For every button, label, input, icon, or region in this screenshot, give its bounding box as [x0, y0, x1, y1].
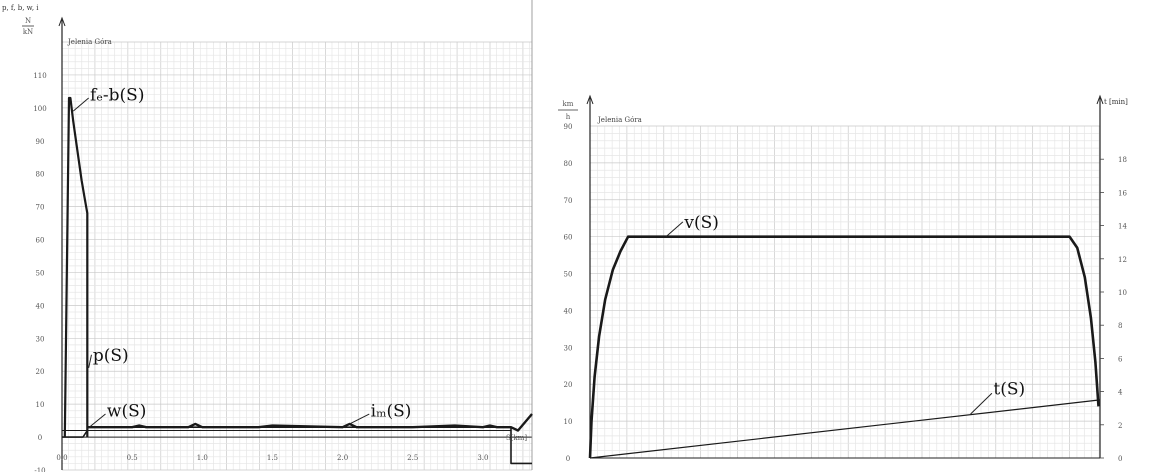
- left-chart-series: fₑ-b(S) p(S) w(S) iₘ(S): [62, 86, 533, 465]
- left-chart-axes: -10 0 10 20 30 40 50 60 70 80 90 100 110 0.0 0.5 1.0 1.5…: [33, 0, 533, 472]
- left-series-label-1: fₑ-b(S): [90, 86, 144, 106]
- left-x-tick-label: 2.0: [337, 454, 348, 462]
- left-series-line-4: [87, 413, 533, 432]
- right-series-label-2: t(S): [993, 379, 1025, 399]
- left-y-tick-label: 0: [38, 434, 42, 442]
- left-x-tick-label: 1.0: [197, 454, 208, 462]
- right-unit-top: km: [563, 100, 574, 108]
- left-x-label: S[km]: [506, 434, 527, 442]
- right-y2-tick-label: 0: [1118, 455, 1122, 463]
- right-leader-t: [970, 392, 993, 415]
- left-unit-top: N: [25, 17, 31, 25]
- left-series-label-4: iₘ(S): [371, 402, 412, 422]
- right-y-tick-label: 20: [564, 381, 573, 389]
- right-series-label-1: v(S): [683, 213, 719, 233]
- right-chart-series: v(S) t(S): [588, 213, 1101, 459]
- right-y2-tick-label: 2: [1118, 422, 1122, 430]
- right-y-tick-label: 40: [564, 307, 573, 315]
- left-leader-w: [86, 413, 106, 430]
- right-y2-tick-label: 18: [1118, 156, 1127, 164]
- left-leader-fb: [72, 97, 89, 112]
- left-y-tick-label: 100: [33, 105, 46, 113]
- left-unit-bottom: kN: [23, 28, 33, 36]
- right-y2-tick-label: 14: [1118, 223, 1127, 231]
- right-leader-v: [665, 221, 684, 238]
- left-series-label-3: w(S): [107, 402, 146, 422]
- left-leader-im: [349, 413, 370, 425]
- left-leader-p: [88, 354, 92, 369]
- left-series-line-2: [62, 426, 532, 465]
- right-unit-bottom: h: [566, 113, 571, 121]
- left-station-name: Jelenia Góra: [67, 38, 112, 46]
- right-y-tick-label: 60: [564, 234, 573, 242]
- left-y-tick-label: 60: [36, 237, 45, 245]
- left-y-tick-label: 110: [33, 72, 46, 80]
- left-y-header: p, f, b, w, i: [2, 4, 39, 12]
- right-y-tick-label: 0: [566, 455, 570, 463]
- left-series-label-2: p(S): [93, 346, 129, 366]
- left-y-tick-label: 70: [36, 204, 45, 212]
- right-y2-tick-label: 12: [1118, 256, 1127, 264]
- left-series-line-1: [63, 96, 89, 438]
- right-y-tick-label: 70: [564, 197, 573, 205]
- left-y-tick-label: 40: [36, 302, 45, 310]
- left-x-tick-label: 1.5: [267, 454, 278, 462]
- right-y-tick-label: 30: [564, 344, 573, 352]
- left-y-axis-arrow: [58, 16, 66, 27]
- right-y-axis-arrow: [586, 94, 594, 105]
- left-y-tick-label: 80: [36, 171, 45, 179]
- left-y-tick-label: -10: [34, 467, 45, 472]
- right-chart-grid: [589, 125, 1100, 459]
- left-chart-grid: [61, 41, 532, 471]
- right-y2-tick-label: 8: [1118, 322, 1122, 330]
- right-y2-axis-arrow: [1096, 94, 1104, 105]
- right-station-name: Jelenia Góra: [597, 116, 642, 124]
- left-x-tick-label: 0.5: [127, 454, 138, 462]
- right-y2-label: t [min]: [1104, 98, 1128, 106]
- right-y-tick-label: 90: [564, 123, 573, 131]
- left-x-tick-label: 0.0: [56, 454, 67, 462]
- left-y-tick-label: 10: [36, 401, 45, 409]
- left-y-tick-label: 50: [36, 269, 45, 277]
- right-y2-tick-label: 4: [1118, 389, 1123, 397]
- right-series-line-1: [588, 235, 1100, 459]
- right-y-tick-label: 10: [564, 418, 573, 426]
- left-y-tick-label: 30: [36, 335, 45, 343]
- right-y-tick-label: 50: [564, 271, 573, 279]
- left-y-tick-label: 20: [36, 368, 45, 376]
- right-chart-axes: 0 10 20 30 40 50 60 70 80 90 0 2 4 6 8 10 12 14 16 18: [564, 94, 1127, 463]
- right-series-line-2: [589, 399, 1101, 459]
- right-y2-tick-label: 6: [1118, 355, 1123, 363]
- right-y2-tick-label: 10: [1118, 289, 1127, 297]
- left-y-tick-label: 90: [36, 138, 45, 146]
- left-x-tick-label: 3.0: [477, 454, 488, 462]
- left-x-tick-label: 2.5: [407, 454, 418, 462]
- right-y-tick-label: 80: [564, 160, 573, 168]
- right-y2-tick-label: 16: [1118, 189, 1127, 197]
